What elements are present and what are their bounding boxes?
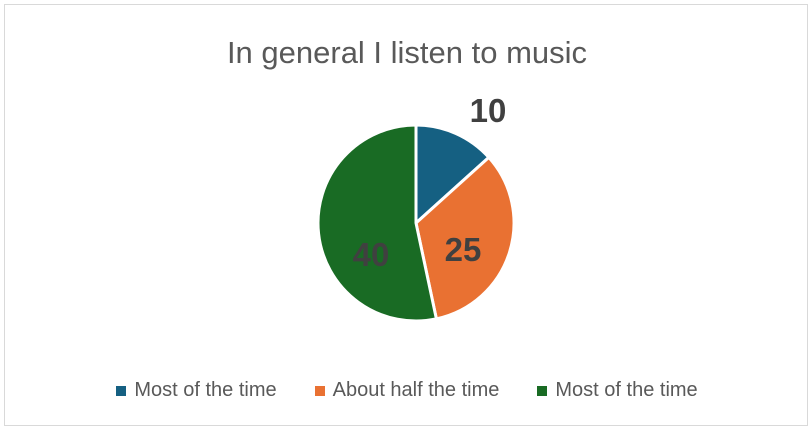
chart-title: In general I listen to music xyxy=(226,35,588,70)
legend-swatch-0 xyxy=(116,385,127,396)
legend-label-1: About half the time xyxy=(332,379,500,401)
legend-swatch-1 xyxy=(314,385,325,396)
pie-slice-2 xyxy=(316,123,439,323)
legend-item-2: Most of the time xyxy=(537,379,698,402)
data-label-1: 25 xyxy=(445,231,482,268)
chart-area: In general I listen to music 10 25 40 Most… xyxy=(4,4,808,426)
legend-item-1: About half the time xyxy=(314,379,500,402)
pie-chart: 10 25 40 xyxy=(316,92,516,323)
legend-label-2: Most of the time xyxy=(555,379,698,401)
legend-label-0: Most of the time xyxy=(134,379,277,401)
chart-legend: Most of the time About half the time Mos… xyxy=(5,379,809,402)
data-label-2: 40 xyxy=(353,236,390,273)
pie-slice-0 xyxy=(414,123,491,227)
data-label-0: 10 xyxy=(470,92,507,129)
legend-swatch-2 xyxy=(537,385,548,396)
pie-slice-1 xyxy=(414,155,516,321)
pie-data-labels: 10 25 40 xyxy=(353,92,507,273)
pie-slices xyxy=(316,123,516,323)
legend-item-0: Most of the time xyxy=(116,379,277,402)
